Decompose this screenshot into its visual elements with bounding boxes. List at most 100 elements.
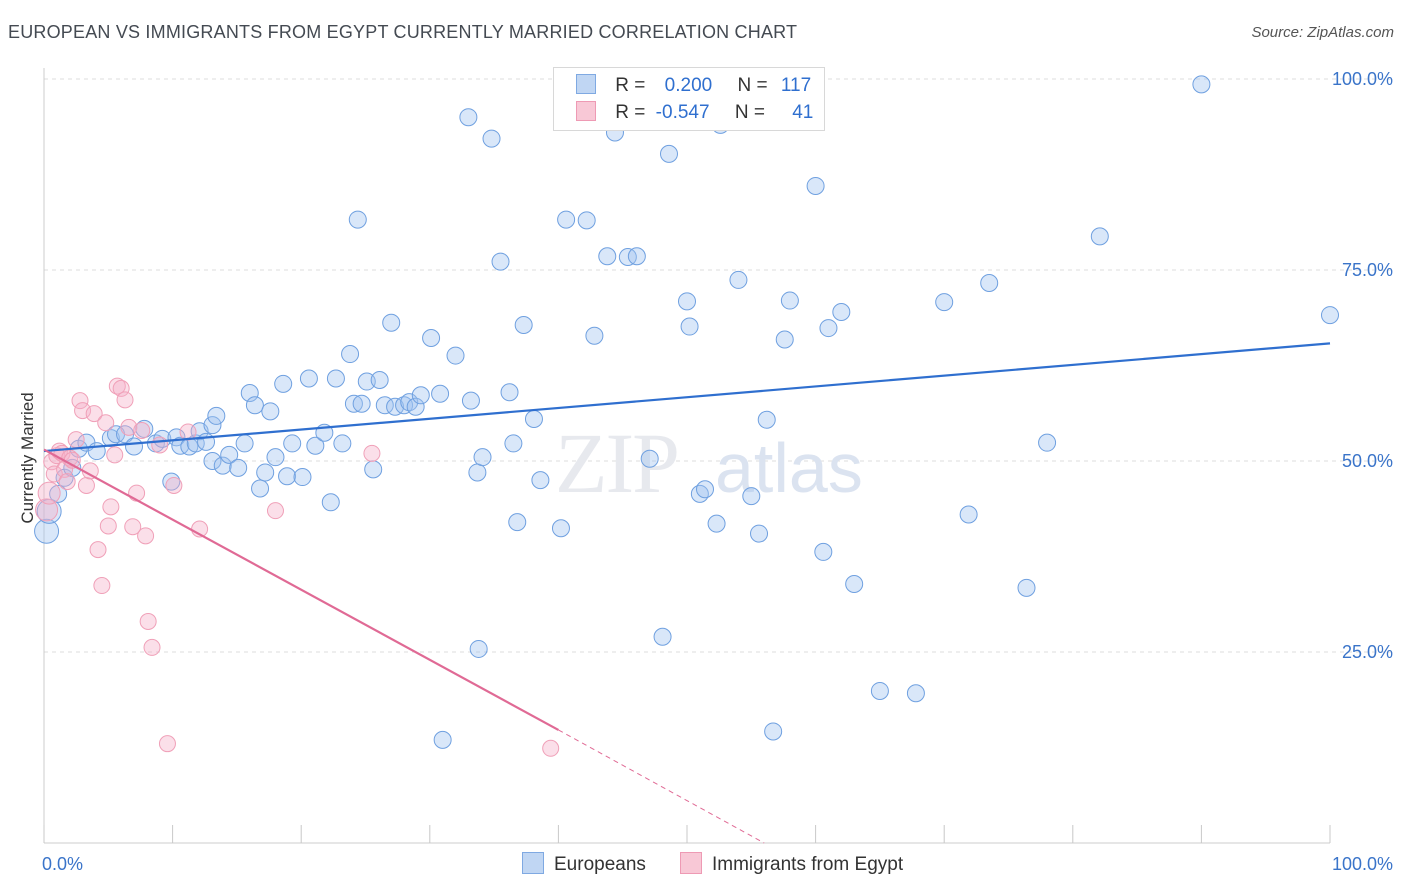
data-point-egypt [116,391,134,409]
data-point-europeans [531,471,550,490]
data-point-egypt [542,739,560,757]
data-point-europeans [406,397,425,416]
data-point-europeans [832,303,851,322]
data-point-europeans [780,291,799,310]
data-point-europeans [352,394,371,413]
y-tick-label: 50.0% [1342,451,1393,471]
trend-line-egypt-extension [558,729,765,844]
data-point-europeans [411,386,430,405]
data-point-europeans [640,449,659,468]
data-point-europeans [814,542,833,561]
x-tick-label: 0.0% [42,854,83,874]
data-point-egypt [139,612,157,630]
data-point-europeans [153,429,172,448]
source-label: Source: ZipAtlas.com [1251,24,1394,41]
legend-n-label: N = [737,75,768,96]
data-point-egypt [99,517,117,535]
data-point-egypt [106,446,124,464]
data-point-europeans [433,730,452,749]
data-point-europeans [213,456,232,475]
data-point-egypt [266,502,284,520]
data-point-europeans [459,108,478,127]
legend-n-value: 41 [792,102,814,123]
data-point-europeans [707,514,726,533]
data-point-europeans [386,397,405,416]
data-point-egypt [97,414,115,432]
data-point-egypt [85,405,103,423]
data-point-europeans [256,463,275,482]
data-point-europeans [203,452,222,470]
data-point-europeans [585,326,604,345]
data-point-europeans [167,428,186,447]
data-point-europeans [171,436,190,455]
data-point-europeans [357,372,376,391]
data-point-europeans [1090,227,1109,246]
data-point-europeans [653,627,672,646]
data-point-europeans [341,345,360,364]
data-point-europeans [370,371,389,390]
data-point-europeans [469,639,488,658]
series-europeans [34,75,1339,749]
data-point-europeans [618,248,637,267]
data-point-europeans [125,437,144,456]
data-point-europeans [750,524,769,543]
data-point-europeans [34,518,60,544]
watermark: ZIP atlas [555,415,863,511]
data-point-europeans [806,176,825,195]
x-tick-label: 100.0% [1332,854,1393,874]
bottom-legend-label-europeans: Europeans [554,854,646,875]
svg-text:ZIP: ZIP [555,415,678,511]
data-point-europeans [321,493,340,512]
data-point-europeans [306,436,325,455]
data-point-europeans [959,505,978,524]
data-point-europeans [364,460,383,479]
data-point-egypt [137,527,155,545]
bottom-legend-europeans: Europeans [522,852,646,876]
data-point-europeans [251,479,270,498]
legend-r-label: R = [615,75,646,96]
data-point-europeans [49,484,68,503]
data-point-europeans [742,487,761,506]
data-point-europeans [395,396,414,415]
data-point-europeans [729,270,748,289]
data-point-europeans [775,330,794,349]
legend-r-value: 0.200 [664,75,713,96]
data-point-europeans [299,369,318,388]
data-point-europeans [203,416,222,435]
data-point-egypt [71,392,89,410]
data-point-europeans [514,316,533,335]
data-point-europeans [659,144,678,163]
data-point-europeans [431,384,450,403]
y-tick-label: 25.0% [1342,642,1393,662]
data-point-europeans [283,434,302,453]
data-point-egypt [102,498,120,516]
bottom-legend-swatch-europeans [522,852,544,874]
data-point-europeans [678,292,696,311]
data-point-egypt [35,498,59,522]
data-point-europeans [1321,306,1339,325]
data-point-europeans [524,409,543,428]
legend-row-egypt: R = -0.547 N = 41 [576,101,813,125]
data-point-europeans [446,346,465,365]
data-point-europeans [845,575,864,594]
data-point-europeans [1192,75,1211,94]
data-point-europeans [261,402,280,421]
data-point-europeans [577,211,596,230]
data-point-egypt [89,541,107,559]
data-point-europeans [422,328,441,347]
data-point-europeans [764,722,783,741]
data-point-europeans [266,448,285,467]
data-point-europeans [274,374,293,393]
grid-lines [44,78,1395,653]
data-point-egypt [143,638,161,656]
data-point-egypt [112,379,130,397]
bottom-legend-label-egypt: Immigrants from Egypt [712,854,904,875]
data-point-europeans [680,317,699,336]
data-point-europeans [235,434,254,453]
data-point-europeans [348,210,367,229]
data-point-europeans [207,406,226,425]
data-point-europeans [551,519,570,538]
data-point-europeans [461,391,480,410]
data-point-europeans [627,247,646,266]
